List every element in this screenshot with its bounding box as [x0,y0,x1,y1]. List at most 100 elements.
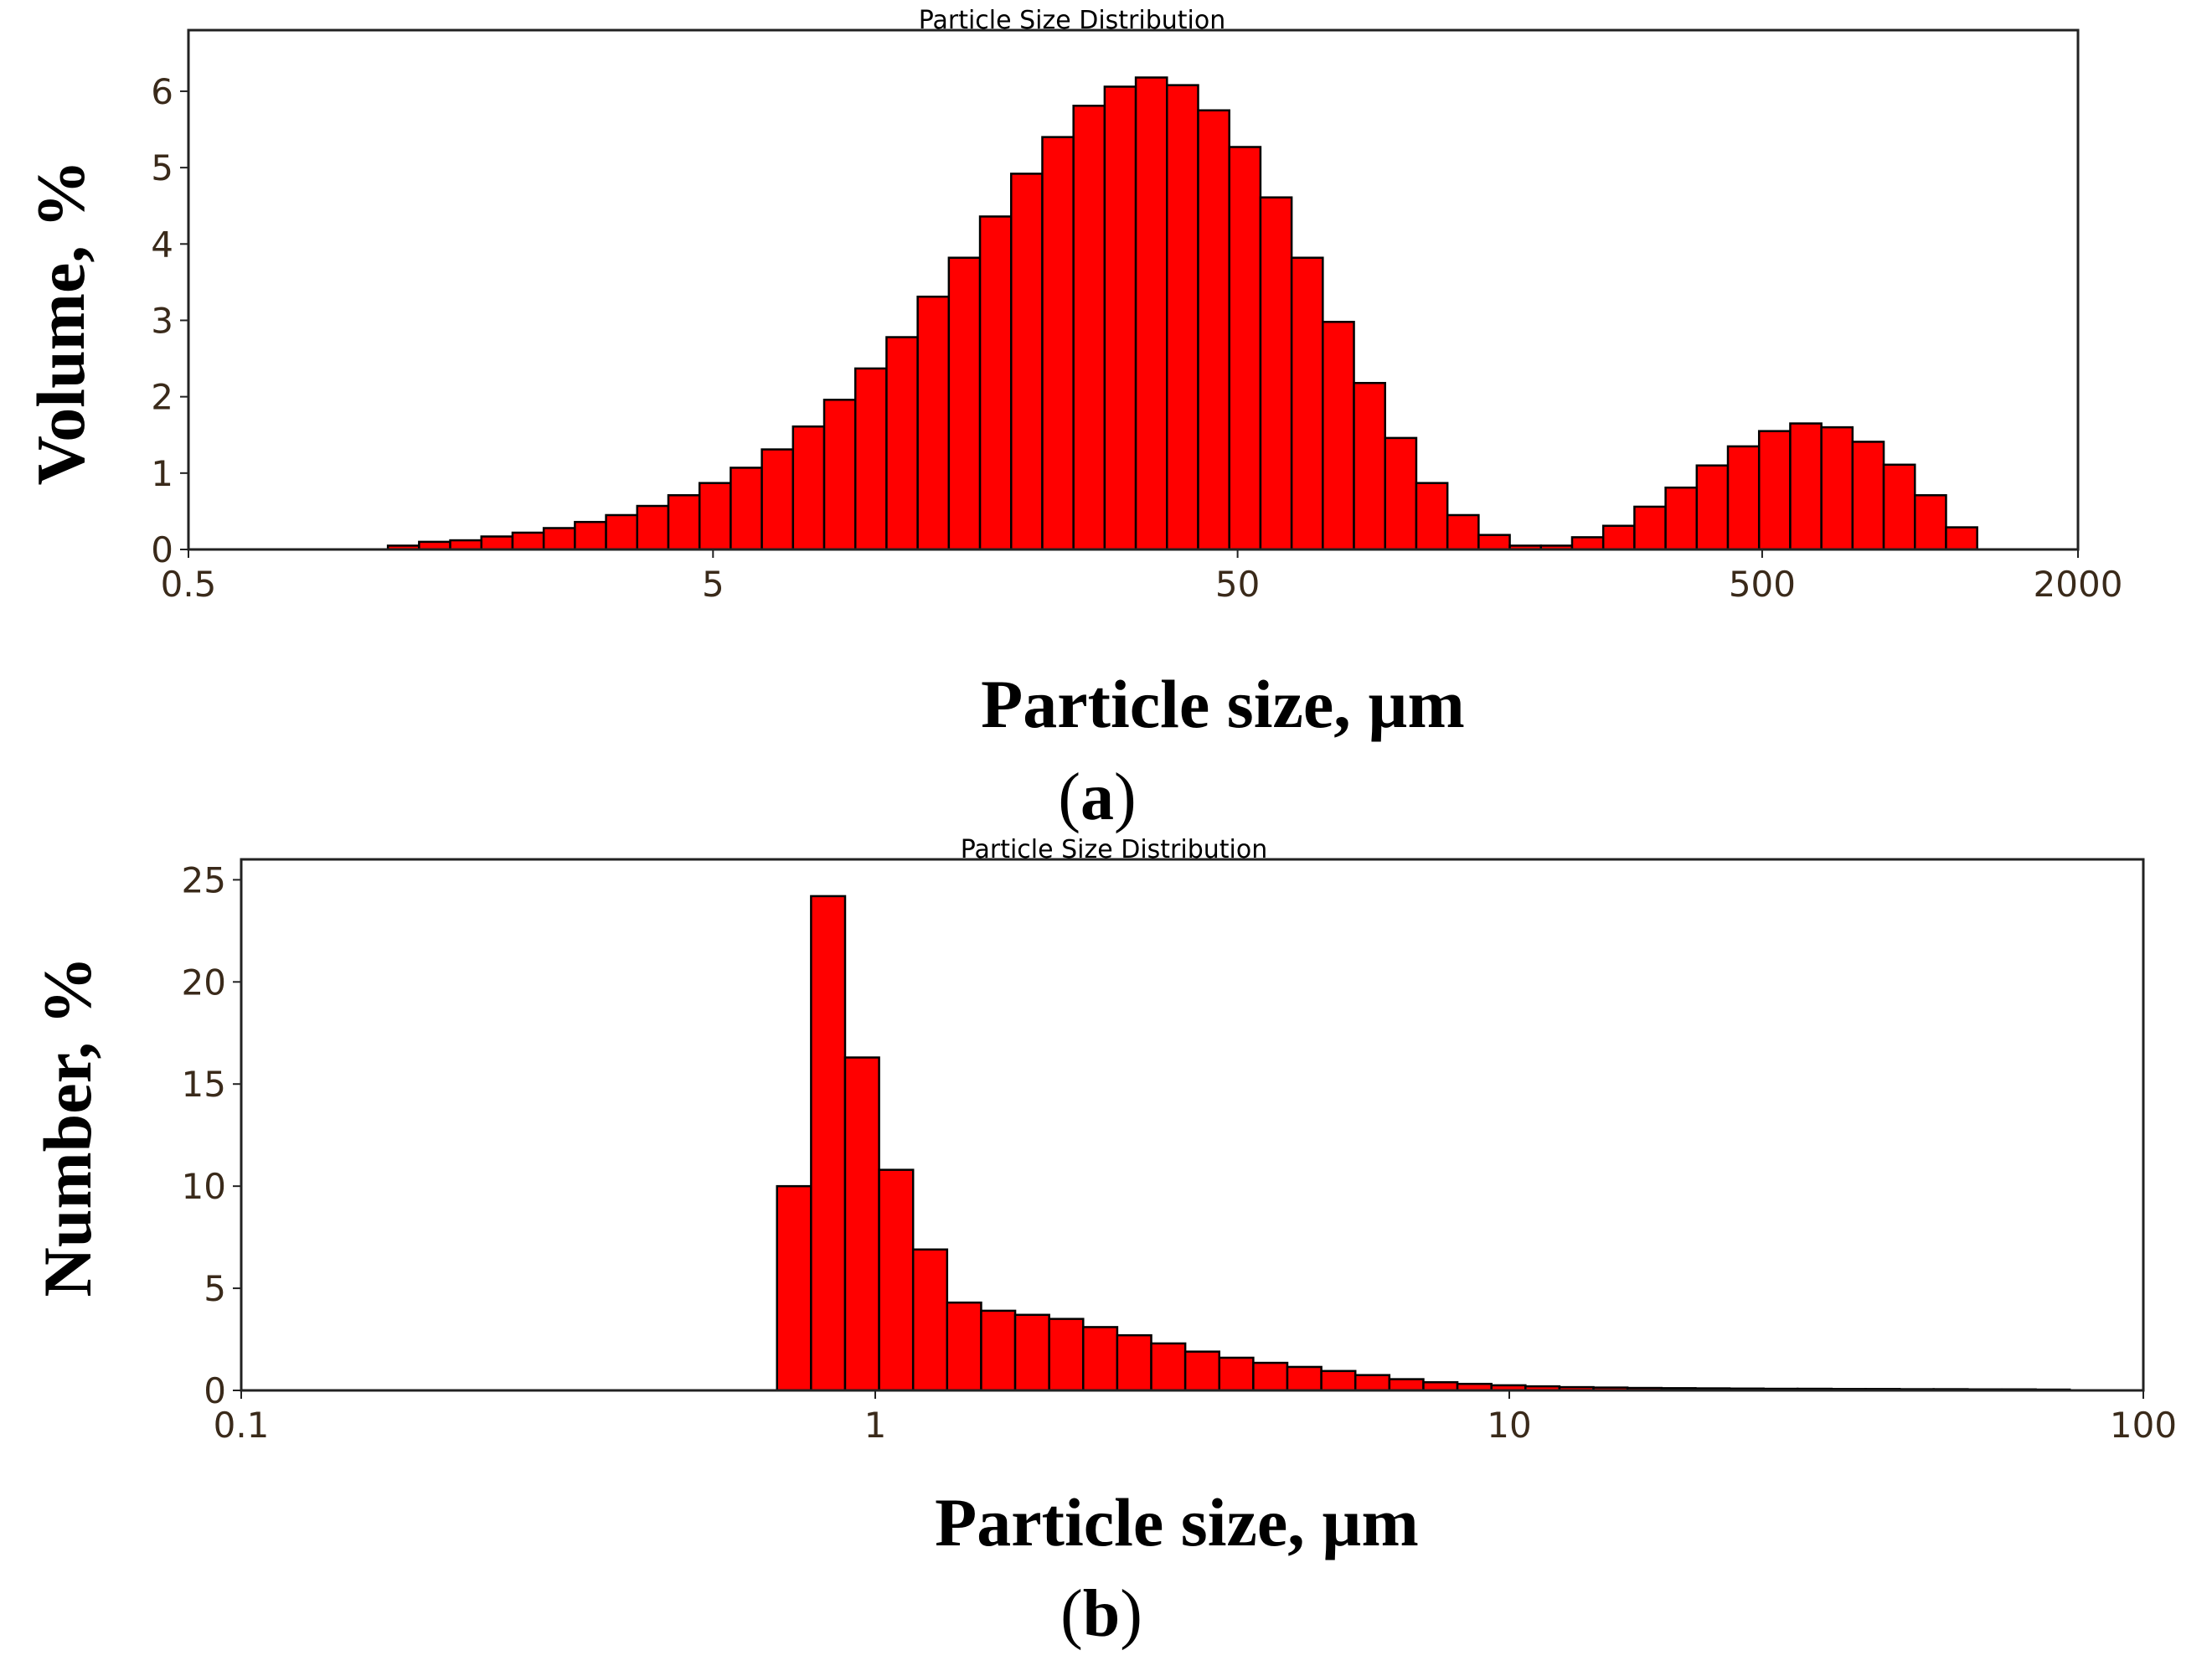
bar-a-14 [822,399,857,551]
y-ticks-b: 0 5 10 15 20 25 [182,859,241,1411]
x-ticks-a: 0.5 5 50 500 2000 [161,549,2123,605]
bar-a-7 [605,513,639,551]
x-tick-label-b-2: 10 [1487,1405,1531,1446]
panel-label-b-letter: b [1083,1577,1121,1651]
x-axis-title-b: Particle size, µm [935,1484,1419,1560]
x-tick-label-a-4: 2000 [2034,564,2123,605]
bar-a-47 [1851,441,1885,551]
y-tick-label-a-6: 6 [151,71,173,112]
bar-a-10 [698,482,732,551]
bar-b-14 [1252,1361,1289,1392]
bar-b-0 [776,1184,812,1392]
bar-b-15 [1286,1365,1323,1392]
bar-a-23 [1103,85,1137,551]
plot-area-b [241,859,2143,1390]
panel-label-a-letter: a [1080,761,1114,834]
y-tick-label-a-4: 4 [151,224,173,265]
bar-b-4 [911,1248,949,1392]
bar-a-6 [574,520,607,551]
bar-a-49 [1914,494,1947,551]
bar-b-17 [1353,1374,1391,1392]
bar-b-13 [1218,1356,1255,1392]
bar-b-8 [1048,1318,1085,1392]
y-tick-label-a-3: 3 [151,300,173,341]
bar-a-19 [978,215,1013,551]
bar-b-9 [1082,1326,1119,1392]
bar-a-2 [449,539,482,551]
bar-b-1 [810,895,847,1392]
bar-a-46 [1820,425,1854,551]
y-tick-label-a-1: 1 [151,453,173,494]
bar-a-34 [1446,513,1480,551]
y-tick-label-b-4: 20 [182,962,226,1003]
bar-b-5 [946,1301,982,1392]
bar-a-11 [730,467,763,551]
y-tick-label-b-0: 0 [204,1370,226,1411]
bar-b-10 [1116,1333,1152,1392]
bar-a-26 [1197,109,1230,551]
x-tick-label-a-2: 50 [1215,564,1260,605]
y-tick-label-b-2: 10 [182,1166,226,1207]
bar-b-3 [878,1168,915,1392]
bar-a-25 [1166,84,1199,551]
bar-a-28 [1259,196,1293,551]
bar-b-7 [1013,1313,1050,1392]
bar-a-39 [1601,524,1636,551]
bar-a-43 [1726,445,1761,551]
bar-b-11 [1150,1342,1187,1392]
y-tick-label-b-3: 15 [182,1064,226,1105]
bar-a-35 [1477,534,1511,551]
x-tick-label-b-3: 100 [2110,1405,2177,1446]
bar-b-16 [1320,1369,1357,1392]
y-axis-title-b: Number, % [29,957,106,1297]
plot-frame-a [187,28,2080,551]
x-tick-label-a-0: 0.5 [161,564,217,605]
bar-a-20 [1010,173,1044,551]
bar-a-41 [1664,486,1699,551]
bar-a-12 [761,448,795,551]
y-tick-label-b-1: 5 [204,1268,226,1309]
bar-a-29 [1290,256,1324,551]
y-ticks-a: 0 1 2 3 4 5 6 [151,71,188,570]
panel-label-a: (a) [1058,761,1136,834]
bar-a-38 [1570,536,1605,551]
bar-a-16 [885,336,919,551]
x-ticks-b: 0.1 1 10 100 [214,1390,2177,1446]
bar-a-21 [1041,136,1075,551]
bar-a-32 [1384,436,1418,551]
bar-a-45 [1789,422,1823,551]
x-tick-label-a-1: 5 [702,564,724,605]
bar-b-2 [843,1056,880,1392]
bar-a-44 [1757,430,1792,551]
bar-a-48 [1882,463,1916,551]
bars-b [776,895,2071,1392]
bar-a-17 [916,295,951,551]
y-tick-label-a-5: 5 [151,147,173,188]
bar-a-4 [511,531,545,551]
bar-a-22 [1072,105,1106,551]
bar-a-31 [1353,381,1387,551]
bar-a-8 [636,504,670,551]
bar-a-15 [853,367,888,551]
bar-a-30 [1322,321,1355,551]
bar-a-42 [1695,464,1730,551]
y-tick-label-a-2: 2 [151,377,173,418]
bar-b-12 [1183,1350,1221,1392]
x-tick-label-b-0: 0.1 [214,1405,270,1446]
bar-a-3 [480,535,514,551]
x-axis-title-a: Particle size, µm [981,666,1465,742]
bar-a-33 [1415,482,1449,551]
bar-a-18 [947,256,982,551]
y-tick-label-b-5: 25 [182,859,226,900]
y-tick-label-a-0: 0 [151,529,173,570]
panel-label-b: (b) [1060,1577,1142,1651]
bar-a-9 [667,494,701,551]
plot-frame-b [240,858,2145,1392]
x-tick-label-b-1: 1 [864,1405,887,1446]
bar-a-13 [791,425,826,551]
bar-a-40 [1633,505,1667,551]
bar-a-27 [1228,146,1262,551]
